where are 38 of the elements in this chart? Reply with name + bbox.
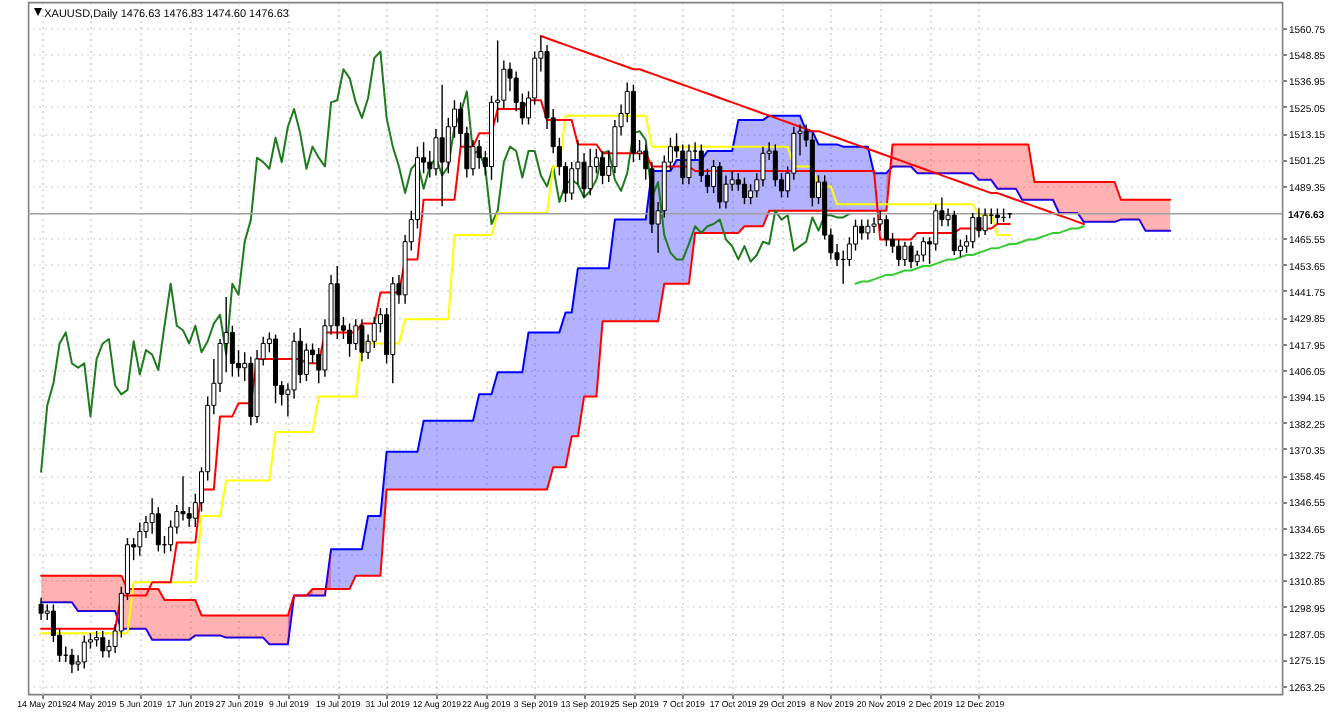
candlestick bbox=[717, 161, 723, 210]
candlestick bbox=[297, 327, 303, 384]
candlestick bbox=[970, 212, 976, 250]
candlestick bbox=[353, 318, 359, 351]
candlestick bbox=[902, 241, 908, 267]
candlestick bbox=[865, 218, 871, 241]
candlestick bbox=[859, 218, 865, 241]
candlestick bbox=[100, 630, 106, 659]
candlestick bbox=[951, 210, 957, 256]
candlestick bbox=[877, 210, 883, 232]
candlestick bbox=[741, 176, 747, 205]
candlestick bbox=[908, 241, 914, 269]
candlestick bbox=[871, 216, 877, 234]
candlestick bbox=[334, 265, 340, 340]
candlestick bbox=[587, 148, 593, 196]
candlestick bbox=[600, 150, 606, 185]
candlestick bbox=[883, 214, 889, 247]
candlestick bbox=[137, 521, 143, 557]
candlestick bbox=[982, 207, 988, 236]
candlestick bbox=[273, 333, 279, 404]
candlestick bbox=[723, 174, 729, 210]
candlestick bbox=[896, 238, 902, 267]
candlestick bbox=[359, 318, 365, 362]
candlestick bbox=[686, 143, 692, 185]
candlestick bbox=[976, 207, 982, 239]
candlestick bbox=[155, 506, 161, 553]
candlestick bbox=[439, 84, 445, 208]
candlestick bbox=[180, 475, 186, 522]
candlestick bbox=[920, 236, 926, 263]
candlestick bbox=[303, 342, 309, 382]
candlestick bbox=[347, 322, 353, 358]
line-series bbox=[854, 225, 1085, 285]
candlestick bbox=[69, 647, 75, 674]
candlestick bbox=[476, 139, 482, 170]
line-series bbox=[40, 50, 851, 473]
candlestick bbox=[81, 634, 87, 670]
candlestick bbox=[470, 139, 476, 177]
candlestick bbox=[38, 597, 44, 621]
